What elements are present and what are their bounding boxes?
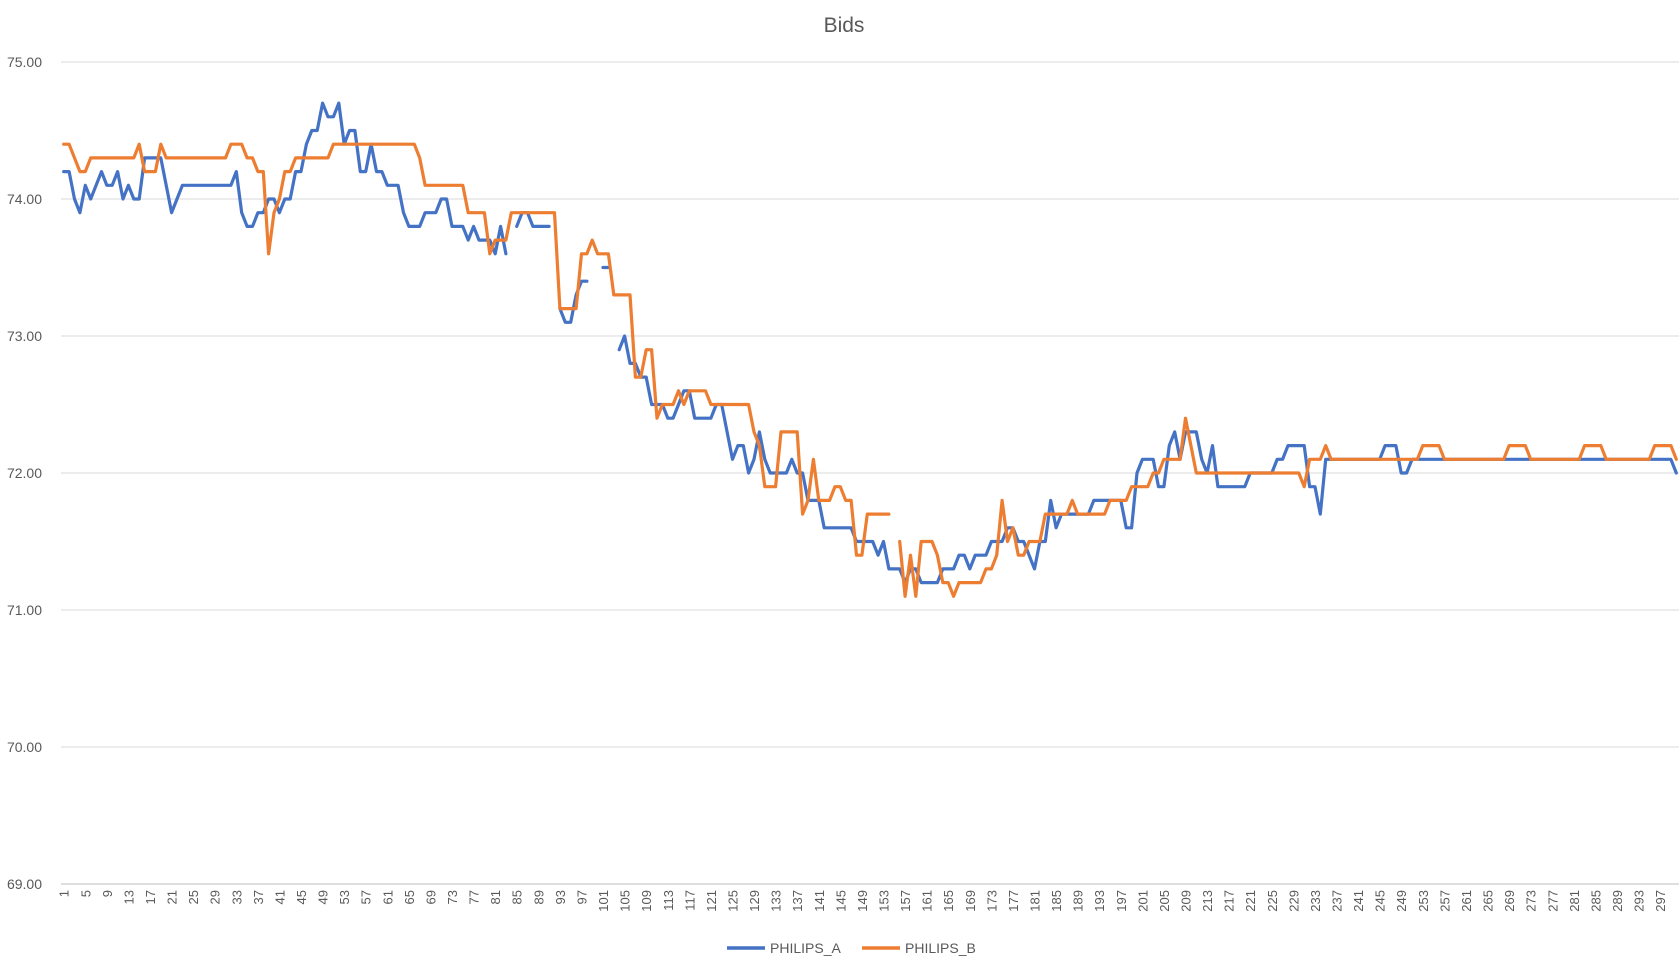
x-tick-label: 29 [208, 890, 223, 904]
x-tick-label: 165 [941, 890, 956, 912]
x-tick-label: 21 [165, 890, 180, 904]
series-lines [62, 101, 1678, 598]
x-tick-label: 225 [1265, 890, 1280, 912]
x-tick-label: 249 [1394, 890, 1409, 912]
x-tick-label: 137 [790, 890, 805, 912]
x-tick-label: 193 [1092, 890, 1107, 912]
x-tick-label: 241 [1351, 890, 1366, 912]
x-tick-label: 25 [186, 890, 201, 904]
x-tick-label: 5 [78, 890, 93, 897]
x-axis-tick-labels: 1 5 9 13 17 21 25 29 33 37 41 45 49 53 57 61 65 69 73 77 81 8… [57, 890, 1668, 912]
x-tick-label: 1 [57, 890, 72, 897]
x-tick-label: 285 [1588, 890, 1603, 912]
x-tick-label: 97 [574, 890, 589, 904]
legend-label: PHILIPS_A [770, 940, 841, 956]
x-tick-label: 117 [682, 890, 697, 911]
x-tick-label: 13 [121, 890, 136, 904]
x-tick-label: 145 [833, 890, 848, 912]
x-tick-label: 265 [1481, 890, 1496, 912]
x-tick-label: 101 [596, 890, 611, 912]
x-tick-label: 141 [812, 890, 827, 912]
y-tick-label: 69.00 [7, 876, 42, 892]
x-tick-label: 77 [467, 890, 482, 904]
x-tick-label: 153 [876, 890, 891, 912]
x-tick-label: 213 [1200, 890, 1215, 912]
x-tick-label: 9 [100, 890, 115, 897]
x-tick-label: 161 [920, 890, 935, 912]
x-tick-label: 269 [1502, 890, 1517, 912]
x-tick-label: 49 [316, 890, 331, 904]
y-axis-tick-labels: 69.00 70.00 71.00 72.00 73.00 74.00 75.00 [7, 54, 42, 892]
x-tick-label: 41 [272, 890, 287, 904]
x-tick-label: 113 [661, 890, 676, 911]
x-tick-label: 217 [1222, 890, 1237, 912]
x-tick-label: 261 [1459, 890, 1474, 912]
x-tick-label: 37 [251, 890, 266, 904]
x-tick-label: 181 [1027, 890, 1042, 912]
x-tick-label: 61 [380, 890, 395, 904]
x-tick-label: 189 [1071, 890, 1086, 912]
x-tick-label: 53 [337, 890, 352, 904]
x-tick-label: 197 [1114, 890, 1129, 912]
x-tick-label: 185 [1049, 890, 1064, 912]
x-tick-label: 85 [510, 890, 525, 904]
x-tick-label: 129 [747, 890, 762, 912]
x-tick-label: 237 [1330, 890, 1345, 912]
x-tick-label: 157 [898, 890, 913, 912]
x-tick-label: 45 [294, 890, 309, 904]
x-tick-label: 281 [1567, 890, 1582, 912]
x-tick-label: 109 [639, 890, 654, 912]
x-tick-label: 293 [1632, 890, 1647, 912]
x-tick-label: 289 [1610, 890, 1625, 912]
y-tick-label: 72.00 [7, 465, 42, 481]
chart-title: Bids [824, 14, 865, 37]
x-tick-label: 149 [855, 890, 870, 912]
y-tick-label: 71.00 [7, 602, 42, 618]
x-tick-label: 277 [1545, 890, 1560, 912]
x-tick-label: 169 [963, 890, 978, 912]
x-tick-label: 81 [488, 890, 503, 904]
x-tick-label: 253 [1416, 890, 1431, 912]
x-tick-label: 73 [445, 890, 460, 904]
x-tick-label: 57 [359, 890, 374, 904]
x-tick-label: 201 [1135, 890, 1150, 912]
x-tick-label: 105 [618, 890, 633, 912]
x-tick-label: 177 [1006, 890, 1021, 912]
x-tick-label: 33 [229, 890, 244, 904]
y-tick-label: 70.00 [7, 739, 42, 755]
x-tick-label: 205 [1157, 890, 1172, 912]
x-tick-label: 17 [143, 890, 158, 904]
x-tick-label: 133 [769, 890, 784, 912]
series-line-philips-a [62, 101, 1678, 585]
gridlines [61, 61, 1679, 748]
x-tick-label: 89 [531, 890, 546, 904]
legend-label: PHILIPS_B [905, 940, 976, 956]
y-tick-label: 74.00 [7, 191, 42, 207]
x-tick-label: 245 [1373, 890, 1388, 912]
y-tick-label: 73.00 [7, 328, 42, 344]
x-tick-label: 221 [1243, 890, 1258, 912]
series-line-philips-b [62, 142, 1678, 598]
x-tick-label: 229 [1286, 890, 1301, 912]
x-tick-label: 125 [725, 890, 740, 912]
x-tick-label: 257 [1437, 890, 1452, 912]
x-tick-label: 273 [1524, 890, 1539, 912]
x-tick-label: 65 [402, 890, 417, 904]
x-tick-label: 297 [1653, 890, 1668, 912]
x-tick-label: 173 [984, 890, 999, 912]
x-tick-label: 69 [423, 890, 438, 904]
legend: PHILIPS_A PHILIPS_B [727, 940, 976, 956]
x-tick-label: 209 [1179, 890, 1194, 912]
x-tick-label: 121 [704, 890, 719, 912]
x-tick-label: 233 [1308, 890, 1323, 912]
x-tick-label: 93 [553, 890, 568, 904]
y-tick-label: 75.00 [7, 54, 42, 70]
